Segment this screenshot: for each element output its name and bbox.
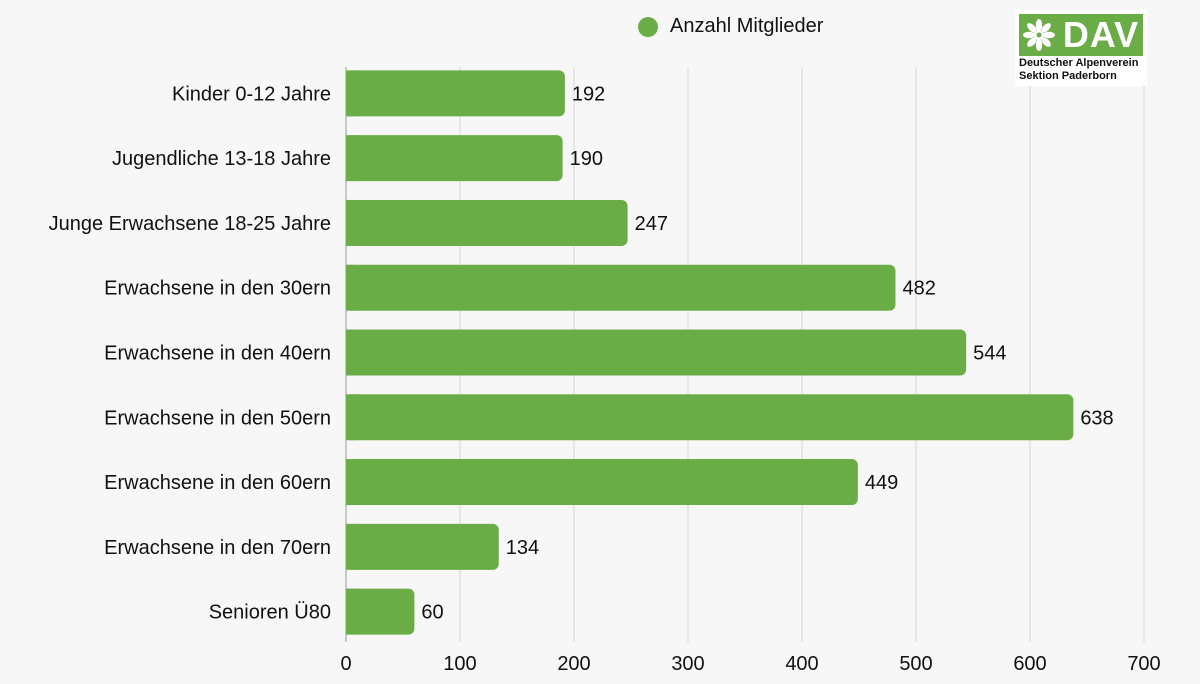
bar — [346, 459, 858, 506]
value-label: 247 — [635, 213, 668, 235]
category-label: Kinder 0-12 Jahre — [172, 83, 331, 105]
x-tick-label: 300 — [671, 653, 704, 675]
logo-banner: DAV — [1019, 14, 1143, 56]
bar-base — [346, 70, 354, 117]
legend-label: Anzahl Mitglieder — [670, 15, 824, 37]
category-label: Junge Erwachsene 18-25 Jahre — [49, 213, 331, 235]
value-label: 190 — [570, 148, 603, 170]
x-tick-label: 400 — [785, 653, 818, 675]
bar — [346, 264, 896, 311]
category-label: Erwachsene in den 60ern — [104, 472, 331, 494]
bar-base — [346, 523, 354, 570]
value-label: 544 — [973, 343, 1006, 365]
x-tick-label: 0 — [340, 653, 351, 675]
bar — [346, 394, 1074, 441]
value-label: 449 — [865, 472, 898, 494]
category-label: Erwachsene in den 50ern — [104, 407, 331, 429]
bar — [346, 588, 415, 635]
logo-line-2: Sektion Paderborn — [1019, 70, 1117, 82]
x-tick-label: 100 — [443, 653, 476, 675]
category-label: Erwachsene in den 30ern — [104, 278, 331, 300]
bar-base — [346, 135, 354, 182]
logo-line-1: Deutscher Alpenverein — [1019, 57, 1139, 69]
legend-circle-icon — [638, 16, 658, 37]
bar — [346, 70, 565, 117]
x-tick-label: 500 — [899, 653, 932, 675]
bar-base — [346, 264, 354, 311]
x-tick-label: 600 — [1013, 653, 1046, 675]
bar-base — [346, 459, 354, 506]
bar — [346, 199, 628, 246]
category-label: Senioren Ü80 — [209, 602, 331, 624]
bar — [346, 523, 499, 570]
bar — [346, 329, 967, 376]
category-label: Erwachsene in den 40ern — [104, 343, 331, 365]
dav-logo: DAV Deutscher Alpenverein Sektion Paderb… — [1015, 10, 1147, 86]
bar-base — [346, 199, 354, 246]
labels: 0 100 200 300 400 500 600 700 Kinder 0-12 Jahre 1… — [49, 83, 1161, 675]
edelweiss-icon — [1019, 14, 1059, 56]
bar — [346, 135, 563, 182]
value-label: 482 — [902, 278, 935, 300]
value-label: 134 — [506, 537, 539, 559]
bar-base — [346, 588, 354, 635]
value-label: 638 — [1080, 407, 1113, 429]
logo-subtitle: Deutscher Alpenverein Sektion Paderborn — [1019, 57, 1145, 83]
bar-base — [346, 394, 354, 441]
value-label: 60 — [421, 602, 443, 624]
bar-base — [346, 329, 354, 376]
x-tick-label: 200 — [557, 653, 590, 675]
bars — [346, 70, 1074, 635]
x-tick-label: 700 — [1127, 653, 1160, 675]
category-label: Erwachsene in den 70ern — [104, 537, 331, 559]
category-label: Jugendliche 13-18 Jahre — [112, 148, 331, 170]
logo-wordmark: DAV — [1062, 14, 1140, 55]
value-label: 192 — [572, 83, 605, 105]
legend: Anzahl Mitglieder — [638, 15, 823, 38]
